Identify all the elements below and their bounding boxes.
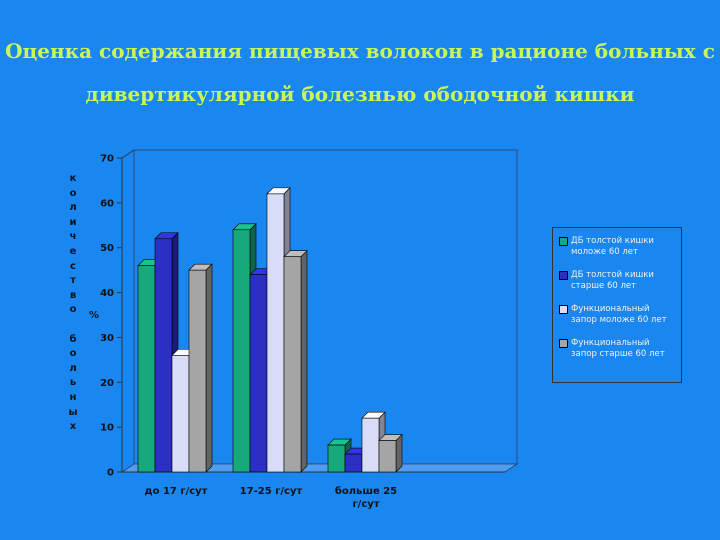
y-tick-label: 30 [100, 333, 114, 344]
bar [283, 249, 308, 473]
y-axis-label-letter: л [69, 202, 77, 214]
y-axis-label-letter: о [69, 187, 77, 199]
chart-title-line2: дивертикулярной болезнью ободочной кишки [85, 82, 635, 106]
chart-title: Оценка содержания пищевых волокон в раци… [0, 30, 720, 116]
x-tick-label-line: 17-25 г/сут [240, 486, 303, 497]
y-axis-label-letter: т [70, 275, 76, 287]
legend-label: ДБ толстой кишки старше 60 лет [571, 270, 654, 291]
x-tick-label: до 17 г/сут [145, 486, 208, 497]
y-axis-label-letter: х [69, 421, 77, 433]
chart-title-line1: Оценка содержания пищевых волокон в раци… [5, 39, 715, 63]
bar-front [344, 453, 363, 473]
y-tick-label: 20 [100, 378, 114, 389]
bar-front [154, 238, 173, 473]
y-axis-label-letter: ч [69, 231, 77, 243]
bar-front [188, 269, 207, 473]
chart-legend: ДБ толстой кишки моложе 60 лет ДБ толстой… [552, 227, 682, 383]
legend-item: Функциональный запор моложе 60 лет [559, 304, 677, 326]
legend-swatch [559, 271, 568, 280]
y-axis-top-edge [121, 149, 135, 159]
y-tick-label: 0 [107, 468, 114, 479]
legend-item: ДБ толстой кишки старше 60 лет [559, 270, 677, 292]
legend-label: ДБ толстой кишки моложе 60 лет [571, 236, 654, 257]
y-axis-label-letter: о [69, 304, 77, 316]
x-tick-label: 17-25 г/сут [240, 486, 303, 497]
bar-front [137, 265, 156, 473]
bar-front [266, 193, 285, 473]
bar-front [378, 440, 397, 473]
y-axis-label-letter: в [69, 289, 77, 301]
bar-front [249, 274, 268, 473]
y-axis-label-letter: к [69, 173, 77, 184]
y-axis-label-letter: е [69, 245, 77, 257]
x-tick-label-line: до 17 г/сут [145, 486, 208, 497]
x-tick-label-line: г/сут [352, 499, 379, 510]
y-tick-label: 10 [100, 423, 114, 434]
legend-item: ДБ толстой кишки моложе 60 лет [559, 236, 677, 258]
x-tick-label: больше 25 г/сут [335, 485, 397, 510]
legend-label: Функциональный запор моложе 60 лет [571, 304, 667, 325]
y-tick-label: 40 [100, 288, 114, 299]
legend-swatch [559, 305, 568, 314]
bar [378, 433, 403, 473]
y-tick-label: 70 [100, 154, 114, 165]
y-axis-label-letter: с [70, 260, 76, 272]
bar-side [300, 249, 308, 473]
legend-swatch [559, 237, 568, 246]
bar-front [361, 417, 380, 473]
bar-side [395, 433, 403, 473]
y-axis-label-letter: ы [68, 406, 78, 418]
y-tick-label: 60 [100, 198, 114, 209]
bar-front [283, 256, 302, 473]
y-axis-label-letter: б [69, 333, 77, 345]
legend-label: Функциональный запор старше 60 лет [571, 338, 665, 359]
y-axis-label-letter: и [69, 216, 77, 228]
y-axis-unit: % [89, 310, 100, 321]
bar-front [171, 355, 190, 473]
legend-item: Функциональный запор старше 60 лет [559, 338, 677, 360]
bar-front [232, 229, 251, 473]
y-axis-label-letter: о [69, 348, 77, 360]
bar [188, 263, 213, 473]
y-axis-label-letter: л [69, 362, 77, 374]
y-axis-label-letter: н [69, 391, 77, 403]
x-tick-label-line: больше 25 [335, 485, 397, 497]
y-tick-label: 50 [100, 243, 114, 254]
bar-front [327, 444, 346, 473]
legend-swatch [559, 339, 568, 348]
bar [154, 232, 179, 473]
bar-side [205, 263, 213, 473]
y-axis-label-letter: ь [69, 377, 77, 389]
